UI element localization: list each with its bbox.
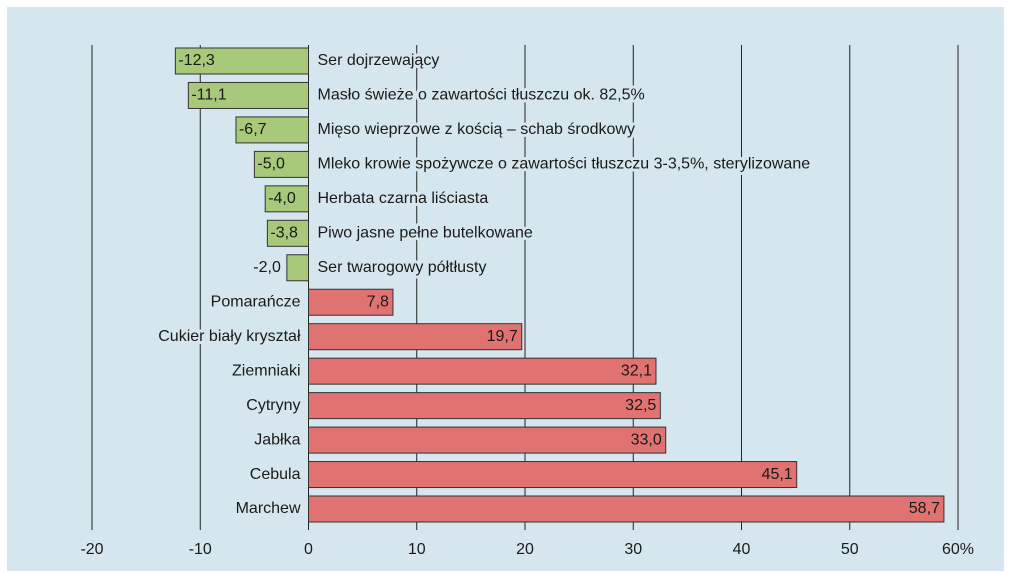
value-label: 32,5	[625, 397, 656, 414]
value-label: 33,0	[631, 431, 662, 448]
category-label: Masło świeże o zawartości tłuszczu ok. 8…	[318, 87, 645, 104]
x-tick-label: -10	[189, 541, 212, 558]
bar	[308, 323, 523, 351]
value-label: 19,7	[487, 328, 518, 345]
category-label: Pomarańcze	[211, 293, 301, 310]
bar	[235, 116, 309, 144]
bar	[187, 81, 309, 109]
value-label: 58,7	[909, 500, 940, 517]
category-label: Cukier biały kryształ	[158, 328, 301, 345]
bar	[308, 426, 667, 454]
bar	[308, 392, 661, 420]
value-label: 7,8	[367, 293, 389, 310]
x-tick-label: 30	[624, 541, 642, 558]
value-label: -4,0	[268, 190, 296, 207]
x-tick-label: 20	[516, 541, 534, 558]
bar	[308, 495, 945, 523]
x-tick-label: 60%	[942, 541, 974, 558]
category-label: Mleko krowie spożywcze o zawartości tłus…	[318, 156, 811, 173]
x-tick-label: 0	[304, 541, 313, 558]
category-label: Jabłka	[254, 431, 300, 448]
category-label: Herbata czarna liściasta	[318, 190, 489, 207]
x-tick-label: 50	[841, 541, 859, 558]
bar	[253, 150, 309, 178]
value-label: -3,8	[270, 225, 298, 242]
value-label: -6,7	[239, 121, 267, 138]
bar	[308, 461, 798, 489]
x-tick-label: 40	[733, 541, 751, 558]
value-label: -11,1	[191, 87, 226, 104]
value-label: -12,3	[178, 52, 215, 69]
category-label: Cytryny	[246, 397, 300, 414]
bar	[308, 357, 657, 385]
category-label: Mięso wieprzowe z kością – schab środkow…	[318, 121, 635, 138]
x-tick-label: -20	[80, 541, 103, 558]
bar	[174, 47, 309, 75]
category-label: Cebula	[250, 466, 301, 483]
bar	[264, 185, 310, 213]
bar	[308, 288, 394, 316]
bar	[286, 254, 310, 282]
x-tick-label: 10	[408, 541, 426, 558]
bar	[266, 219, 309, 247]
category-label: Ser twarogowy półtłusty	[318, 259, 487, 276]
value-label: -5,0	[257, 156, 285, 173]
category-label: Ser dojrzewający	[318, 52, 440, 69]
value-label: 32,1	[621, 362, 652, 379]
category-label: Marchew	[236, 500, 301, 517]
category-label: Piwo jasne pełne butelkowane	[318, 225, 533, 242]
category-label: Ziemniaki	[232, 362, 300, 379]
value-label: -2,0	[253, 259, 281, 276]
value-label: 45,1	[762, 466, 793, 483]
